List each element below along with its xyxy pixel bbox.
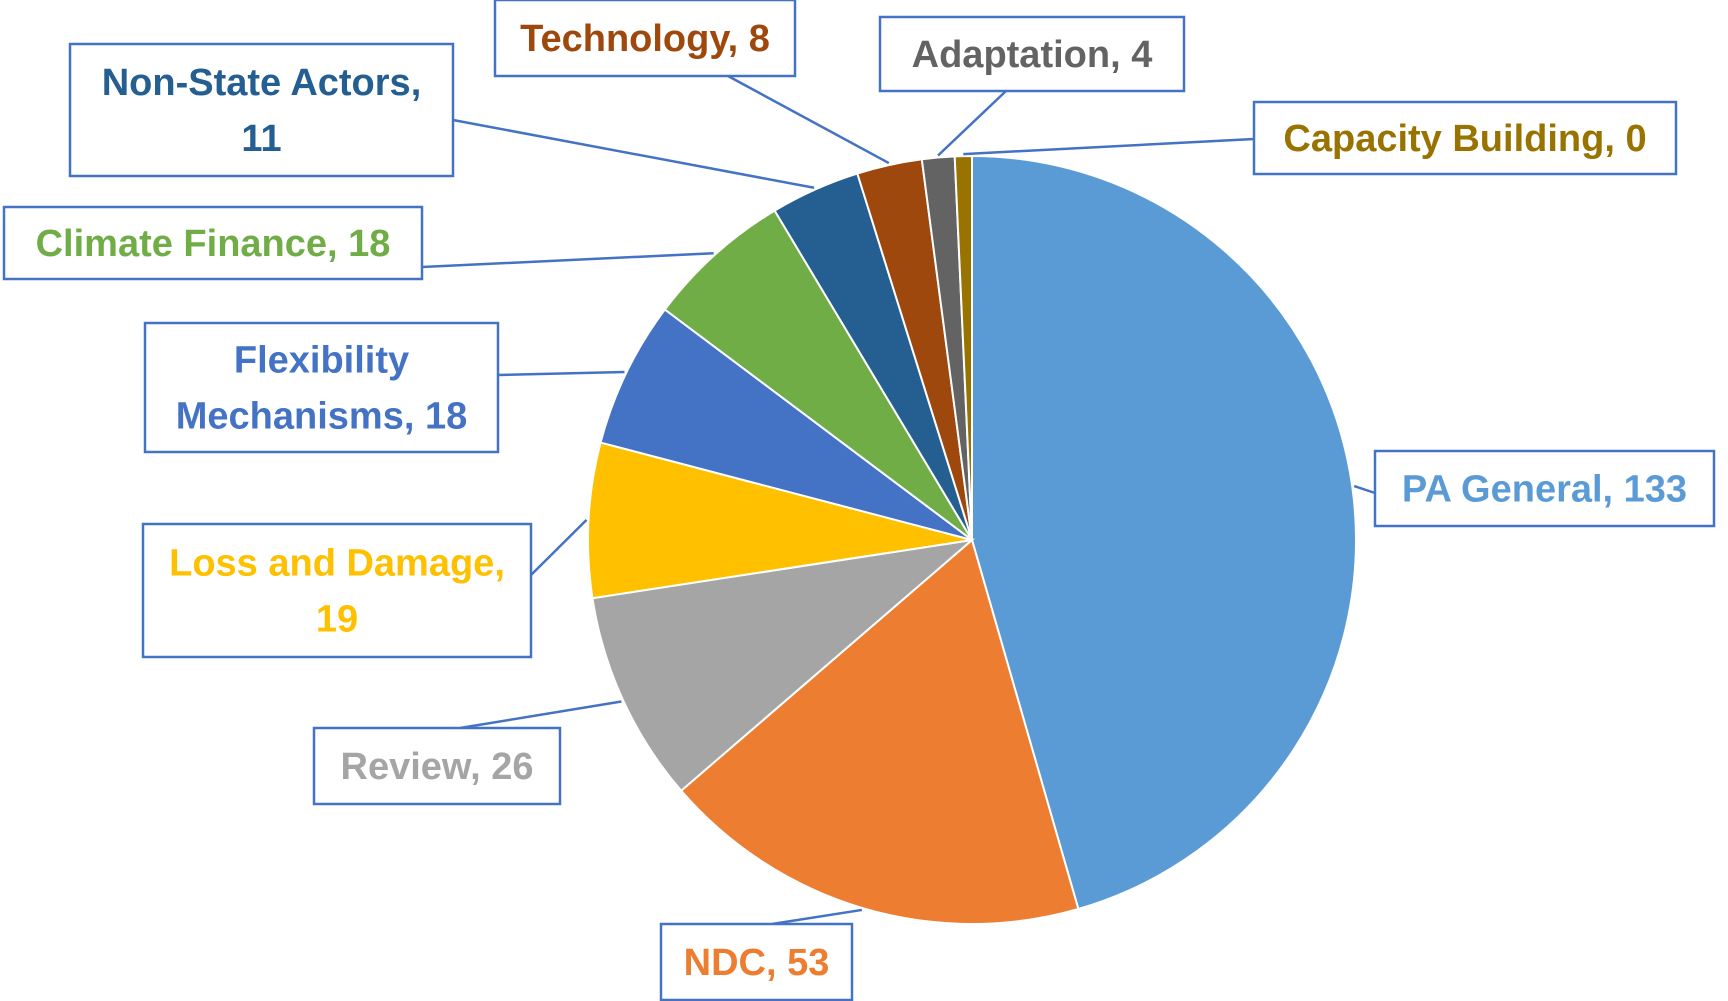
data-label-pa-general: PA General, 133	[1373, 449, 1716, 528]
data-label-text-flexibility-mechanisms: Flexibility Mechanisms, 18	[176, 340, 467, 438]
data-label-box-non-state-actors	[68, 42, 455, 178]
data-label-text-technology: Technology, 8	[520, 18, 770, 60]
pie-slice-ndc	[679, 538, 1080, 925]
data-label-loss-and-damage: Loss and Damage, 19	[141, 522, 533, 659]
pie-slice-flexibility-mechanisms	[599, 308, 973, 541]
data-label-box-pa-general	[1373, 449, 1716, 528]
data-label-review: Review, 26	[312, 726, 562, 806]
data-label-text-adaptation: Adaptation, 4	[912, 34, 1153, 76]
leader-line-review	[459, 700, 622, 730]
data-label-capacity-building: Capacity Building, 0	[1252, 100, 1678, 176]
data-label-text-non-state-actors: Non-State Actors, 11	[102, 62, 422, 160]
data-label-box-review	[312, 726, 562, 806]
leader-line-capacity-building	[963, 137, 1255, 156]
pie-slice-pa-general	[971, 154, 1357, 911]
leader-line-flexibility-mechanisms	[497, 370, 625, 377]
leader-line-pa-general	[1353, 484, 1376, 495]
data-label-ndc: NDC, 53	[659, 922, 854, 1001]
leader-line-loss-and-damage	[527, 518, 588, 579]
data-label-box-ndc	[659, 922, 854, 1001]
leader-line-technology	[727, 74, 890, 165]
pie-slice-loss-and-damage	[587, 441, 973, 600]
leader-line-climate-finance	[421, 251, 714, 269]
pie-slice-review	[591, 538, 976, 793]
data-label-text-loss-and-damage: Loss and Damage, 19	[169, 543, 505, 641]
data-label-text-pa-general: PA General, 133	[1402, 469, 1687, 511]
data-label-non-state-actors: Non-State Actors, 11	[68, 42, 455, 178]
data-label-flexibility-mechanisms: Flexibility Mechanisms, 18	[143, 321, 500, 454]
pie-slice-capacity-building	[953, 154, 973, 541]
data-label-text-ndc: NDC, 53	[684, 942, 830, 984]
data-label-adaptation: Adaptation, 4	[878, 15, 1186, 93]
data-label-text-capacity-building: Capacity Building, 0	[1283, 118, 1646, 160]
data-label-box-capacity-building	[1252, 100, 1678, 176]
data-label-box-flexibility-mechanisms	[143, 321, 500, 454]
pie-slice-climate-finance	[663, 209, 973, 541]
leader-line-adaptation	[937, 90, 1007, 157]
data-label-box-loss-and-damage	[141, 522, 533, 659]
data-label-technology: Technology, 8	[493, 0, 797, 78]
data-label-text-review: Review, 26	[341, 746, 534, 788]
data-label-box-climate-finance	[2, 205, 424, 281]
leader-line-ndc	[771, 908, 863, 926]
data-label-box-adaptation	[878, 15, 1186, 93]
pie-slices	[587, 154, 1357, 925]
leader-line-non-state-actors	[452, 118, 815, 190]
data-label-climate-finance: Climate Finance, 18	[2, 205, 424, 281]
data-label-text-climate-finance: Climate Finance, 18	[36, 223, 391, 265]
callout-leader-lines	[421, 74, 1376, 926]
data-label-box-technology	[493, 0, 797, 78]
